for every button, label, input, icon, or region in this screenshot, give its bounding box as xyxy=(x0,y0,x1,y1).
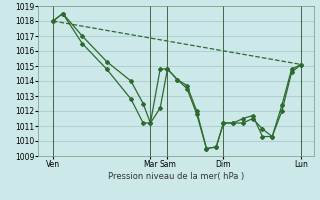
X-axis label: Pression niveau de la mer( hPa ): Pression niveau de la mer( hPa ) xyxy=(108,172,244,181)
